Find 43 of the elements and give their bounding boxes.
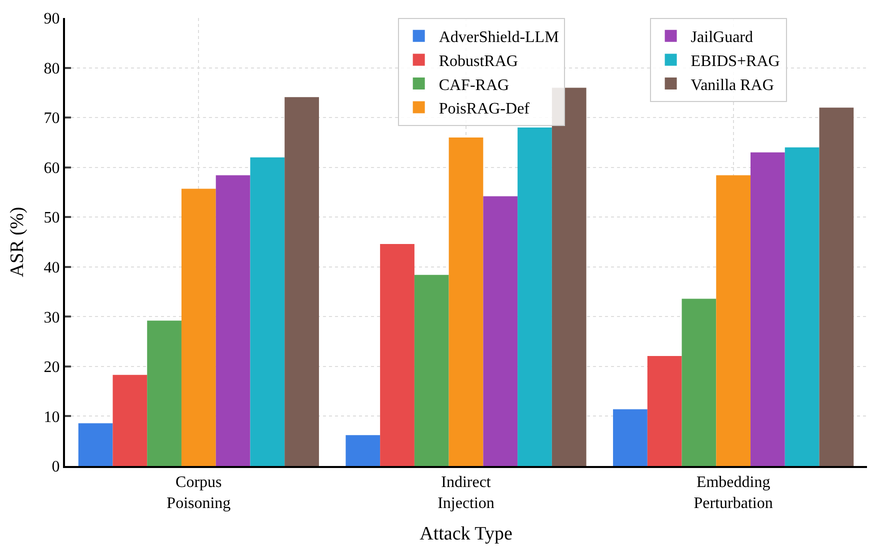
y-axis-title: ASR (%) (7, 206, 28, 278)
bar (613, 409, 648, 466)
bar (284, 97, 319, 466)
y-tick-label: 50 (44, 210, 60, 227)
y-tick-label: 40 (44, 259, 60, 276)
bar (448, 137, 484, 466)
bar (414, 274, 449, 466)
y-tick-label: 60 (44, 160, 60, 177)
bar (682, 298, 716, 466)
bar (216, 175, 250, 466)
x-tick-label: Embedding Perturbation (694, 474, 773, 512)
legend-label: EBIDS+RAG (690, 52, 780, 70)
bar (483, 196, 518, 466)
bar (147, 320, 182, 466)
legend-label: PoisRAG-Def (438, 100, 530, 118)
x-axis-title: Attack Type (420, 523, 512, 544)
bar (181, 188, 216, 466)
bar (250, 157, 285, 466)
legend-label: Vanilla RAG (690, 76, 774, 94)
legend-label: CAF-RAG (438, 76, 510, 94)
bar (346, 435, 380, 466)
bar (78, 423, 113, 466)
bar (750, 152, 785, 466)
bar (784, 147, 820, 466)
y-tick-label: 10 (44, 408, 60, 426)
legend-label: JailGuard (690, 29, 754, 46)
y-tick-label: 70 (44, 110, 60, 128)
bar (380, 244, 414, 466)
y-tick-label: 0 (52, 458, 60, 476)
x-tick-label: Corpus Poisoning (166, 474, 231, 512)
bar (518, 128, 552, 466)
bar (647, 356, 682, 466)
y-tick-label: 20 (44, 359, 60, 376)
bar (716, 175, 751, 466)
bar (552, 88, 586, 466)
y-tick-label: 90 (44, 10, 60, 28)
legend-label: AdverShield-LLM (438, 29, 559, 46)
bar (819, 108, 854, 466)
legend-label: RobustRAG (438, 52, 518, 70)
x-tick-label: Indirect Injection (438, 474, 494, 512)
y-tick-label: 30 (44, 309, 60, 326)
y-tick-label: 80 (44, 60, 60, 78)
bar (112, 374, 148, 466)
